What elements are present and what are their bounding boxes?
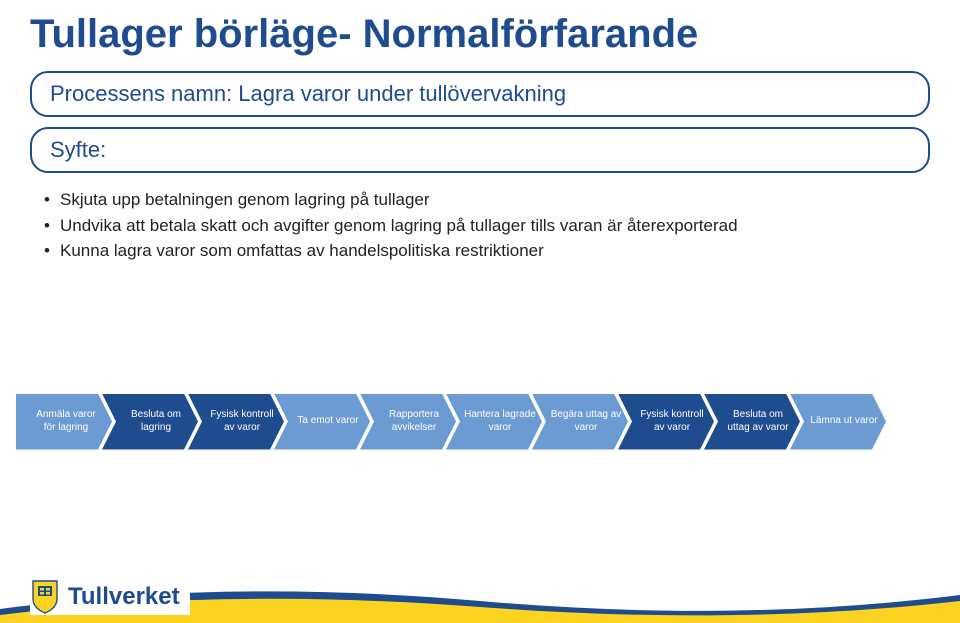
crest-icon [30, 579, 60, 615]
flow-step-9: Besluta om uttag av varor [704, 394, 800, 450]
flow-step-label: Besluta om uttag av varor [722, 409, 794, 434]
bullet-item: Undvika att betala skatt och avgifter ge… [60, 213, 930, 239]
flow-step-8: Fysisk kontroll av varor [618, 394, 714, 450]
logo-text: Tullverket [68, 583, 180, 611]
flow-step-label: Ta emot varor [292, 415, 364, 428]
bullet-item: Skjuta upp betalningen genom lagring på … [60, 187, 930, 213]
flow-step-label: Besluta om lagring [120, 409, 192, 434]
purpose-bullets: Skjuta upp betalningen genom lagring på … [30, 183, 930, 264]
flow-step-label: Fysisk kontroll av varor [636, 409, 708, 434]
flow-step-10: Lämna ut varor [790, 394, 886, 450]
process-name-box: Processens namn: Lagra varor under tullö… [30, 71, 930, 117]
flow-step-4: Ta emot varor [274, 394, 370, 450]
flow-step-6: Hantera lagrade varor [446, 394, 542, 450]
flow-step-5: Rapportera avvikelser [360, 394, 456, 450]
process-name-text: Processens namn: Lagra varor under tullö… [50, 81, 910, 107]
footer: Tullverket [0, 561, 960, 623]
flow-step-1: Anmäla varor för lagring [16, 394, 112, 450]
flow-step-label: Fysisk kontroll av varor [206, 409, 278, 434]
page-title: Tullager börläge- Normalförfarande [30, 12, 930, 57]
flow-step-label: Anmäla varor för lagring [30, 409, 102, 434]
flow-step-2: Besluta om lagring [102, 394, 198, 450]
purpose-label: Syfte: [50, 137, 910, 163]
purpose-box: Syfte: [30, 127, 930, 173]
process-flow: Anmäla varor för lagring Besluta om lagr… [16, 394, 930, 450]
flow-step-label: Begära uttag av varor [550, 409, 622, 434]
flow-step-label: Rapportera avvikelser [378, 409, 450, 434]
slide-page: Tullager börläge- Normalförfarande Proce… [0, 0, 960, 623]
flow-step-label: Hantera lagrade varor [464, 409, 536, 434]
flow-step-label: Lämna ut varor [808, 415, 880, 428]
flow-step-7: Begära uttag av varor [532, 394, 628, 450]
flow-step-3: Fysisk kontroll av varor [188, 394, 284, 450]
bullet-item: Kunna lagra varor som omfattas av handel… [60, 238, 930, 264]
logo: Tullverket [30, 579, 190, 615]
